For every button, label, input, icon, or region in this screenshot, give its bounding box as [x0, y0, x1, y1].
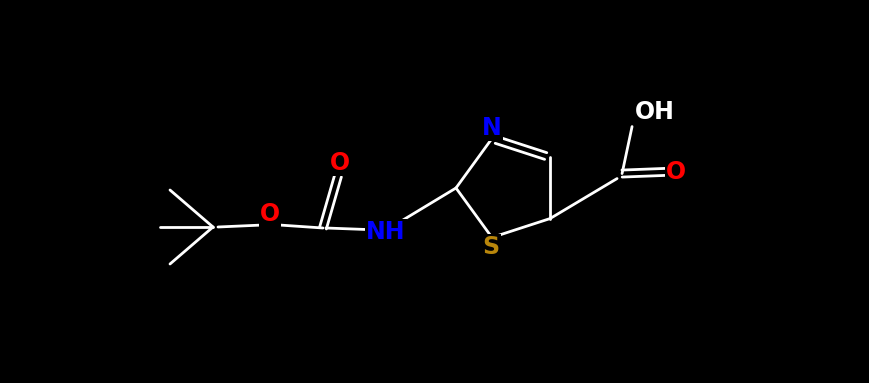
Text: O: O: [666, 160, 686, 183]
Text: OH: OH: [634, 100, 674, 124]
Text: O: O: [329, 151, 349, 175]
Text: S: S: [481, 236, 499, 259]
Text: NH: NH: [366, 220, 405, 244]
Text: O: O: [260, 202, 280, 226]
Text: N: N: [481, 116, 501, 139]
